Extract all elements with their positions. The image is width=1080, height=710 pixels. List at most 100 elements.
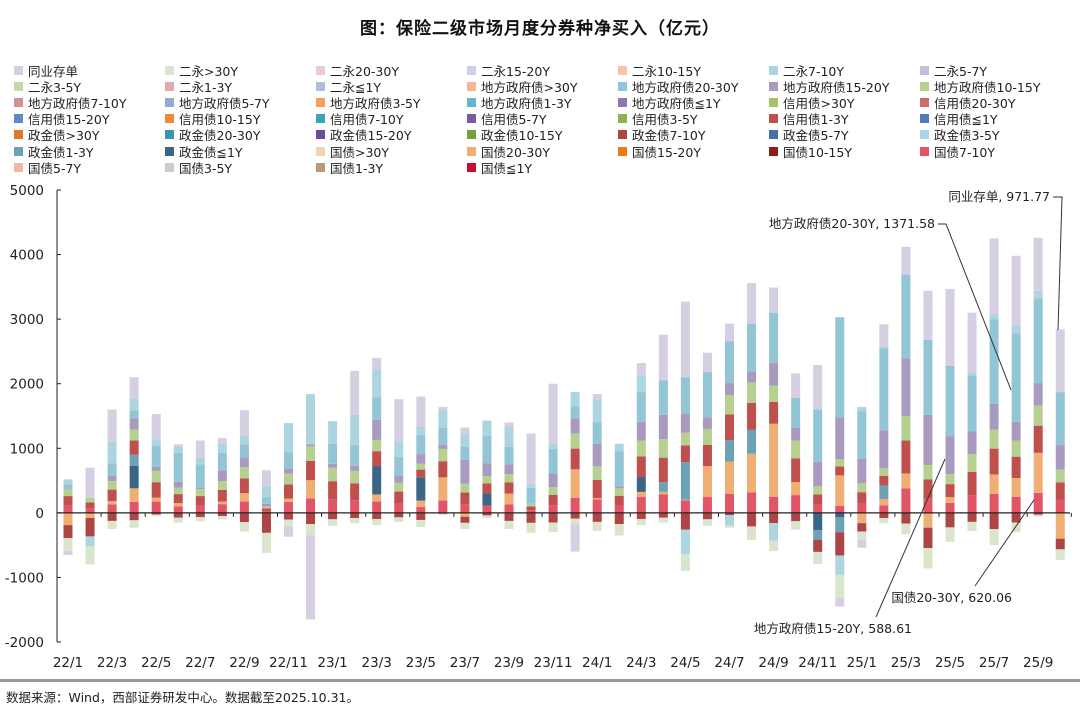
- legend-item: 地方政府债20-30Y: [618, 78, 769, 95]
- bar-segment: [769, 523, 779, 541]
- bar-segment: [901, 416, 911, 441]
- bar-segment: [350, 500, 360, 513]
- bar-segment: [923, 527, 933, 549]
- bar-segment: [394, 441, 404, 457]
- bar-segment: [85, 502, 95, 509]
- bar-segment: [636, 512, 646, 519]
- bar-segment: [658, 334, 668, 381]
- bar-segment: [482, 512, 492, 516]
- bar-segment: [680, 462, 690, 500]
- bar-segment: [151, 482, 161, 498]
- bar-segment: [879, 485, 889, 499]
- legend-swatch: [165, 146, 174, 156]
- bar-segment: [725, 461, 734, 494]
- bar-segment: [284, 512, 293, 520]
- bar-segment: [85, 508, 95, 513]
- bar-segment: [217, 501, 227, 505]
- bar-segment: [416, 507, 426, 513]
- legend-label: 二永10-15Y: [632, 63, 701, 79]
- bar-segment: [813, 539, 823, 552]
- bar-segment: [284, 423, 293, 453]
- bar-segment: [482, 493, 492, 506]
- bar-segment: [702, 372, 712, 418]
- bar-segment: [945, 474, 955, 485]
- bar-segment: [504, 464, 514, 475]
- bar-segment: [592, 399, 602, 423]
- bar-segment: [923, 479, 933, 499]
- bar-segment: [614, 486, 624, 489]
- bar-segment: [879, 512, 889, 519]
- bar-segment: [570, 497, 580, 513]
- bar-segment: [725, 515, 734, 526]
- legend-label: 国债>30Y: [330, 144, 390, 160]
- bar-segment: [769, 385, 779, 402]
- legend-label: 二永15-20Y: [481, 63, 550, 79]
- legend-swatch: [467, 162, 476, 172]
- x-tick-label: 25/7: [979, 655, 1009, 671]
- bar-segment: [570, 518, 580, 525]
- bar-segment: [151, 512, 161, 515]
- bar-segment: [107, 463, 117, 477]
- bar-segment: [129, 488, 139, 502]
- bar-segment: [857, 512, 867, 524]
- bar-segment: [548, 448, 558, 474]
- bar-segment: [636, 421, 646, 441]
- bar-segment: [504, 422, 514, 427]
- legend-item: 地方政府债1-3Y: [467, 94, 618, 111]
- bar-segment: [372, 494, 382, 502]
- legend-item: 信用债3-5Y: [618, 111, 769, 127]
- bar-segment: [261, 497, 271, 504]
- bar-segment: [614, 524, 624, 536]
- bar-segment: [1055, 499, 1065, 513]
- bar-segment: [239, 444, 249, 458]
- legend-swatch: [316, 162, 325, 172]
- bar-segment: [460, 504, 470, 513]
- bar-segment: [791, 521, 801, 530]
- annotation-label: 地方政府债20-30Y, 1371.58: [769, 216, 935, 231]
- bar-segment: [173, 444, 183, 447]
- bar-segment: [835, 475, 845, 506]
- legend-item: 政金债7-10Y: [618, 127, 769, 143]
- bar-segment: [173, 487, 183, 495]
- legend-label: 二永7-10Y: [783, 63, 845, 79]
- bar-segment: [570, 406, 580, 419]
- bar-segment: [85, 536, 95, 547]
- legend-swatch: [618, 146, 627, 156]
- bar-segment: [592, 498, 602, 500]
- annotation-leader-line: [938, 223, 1012, 391]
- bar-segment: [614, 443, 624, 452]
- legend-item: 地方政府债15-20Y: [769, 78, 920, 95]
- bar-segment: [791, 440, 801, 459]
- bar-segment: [284, 526, 293, 537]
- bar-segment: [725, 383, 734, 396]
- bar-segment: [680, 554, 690, 571]
- legend-item: 二永1-3Y: [165, 78, 316, 95]
- bar-segment: [835, 532, 845, 556]
- bar-segment: [372, 419, 382, 440]
- legend-label: 地方政府债20-30Y: [632, 79, 739, 95]
- legend-item: 国债>30Y: [316, 143, 467, 160]
- legend-swatch: [316, 81, 325, 91]
- bar-segment: [284, 519, 293, 527]
- bar-segment: [791, 397, 801, 428]
- bar-segment: [879, 324, 889, 347]
- bar-segment: [813, 486, 823, 495]
- bar-segment: [107, 512, 117, 521]
- legend-item: 国债15-20Y: [618, 143, 769, 160]
- bar-segment: [107, 520, 117, 529]
- bar-segment: [967, 312, 977, 373]
- legend-label: 国债10-15Y: [783, 144, 852, 160]
- bar-segment: [923, 465, 933, 480]
- legend-label: 地方政府债>30Y: [481, 79, 578, 95]
- bar-segment: [945, 502, 955, 513]
- bar-segment: [107, 501, 117, 505]
- legend-label: 二永>30Y: [179, 63, 239, 79]
- bar-segment: [217, 443, 227, 453]
- bar-segment: [813, 551, 823, 564]
- bar-segment: [350, 445, 360, 466]
- bar-segment: [570, 448, 580, 470]
- legend-label: 同业存单: [28, 63, 79, 79]
- bar-segment: [350, 512, 360, 519]
- bar-segment: [1033, 290, 1043, 299]
- legend-swatch: [14, 65, 23, 75]
